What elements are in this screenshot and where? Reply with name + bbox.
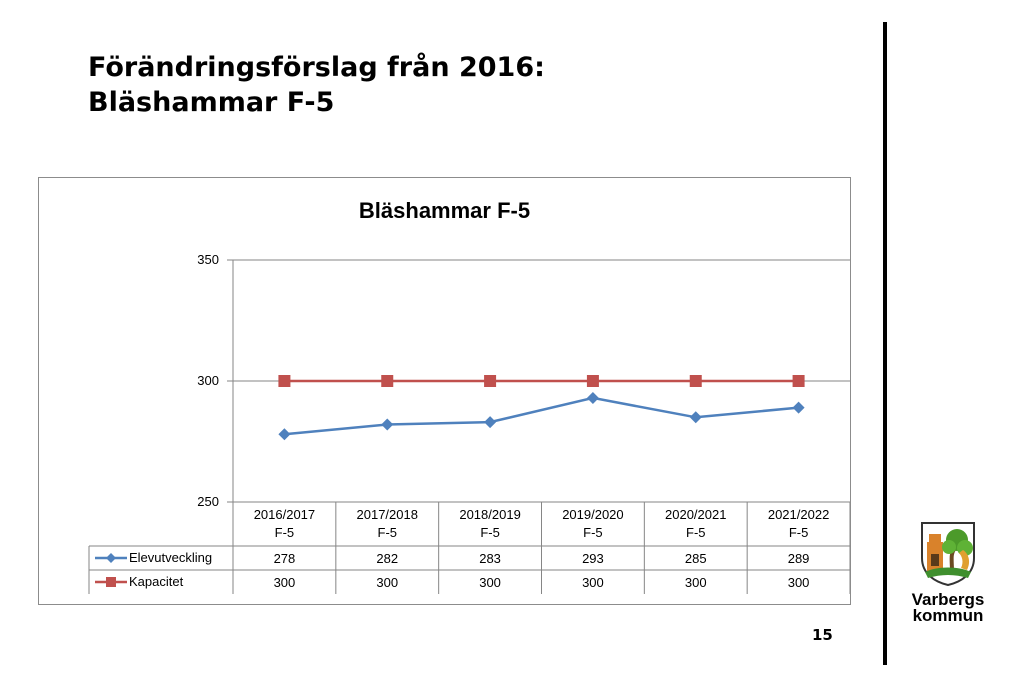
category-label: F-5 bbox=[480, 525, 500, 540]
category-label: F-5 bbox=[275, 525, 295, 540]
legend-marker bbox=[106, 553, 116, 563]
slide-title: Förändringsförslag från 2016: Bläshammar… bbox=[88, 50, 545, 120]
data-value: 283 bbox=[479, 551, 501, 566]
category-label: 2018/2019 bbox=[459, 507, 520, 522]
legend-label: Elevutveckling bbox=[129, 550, 212, 565]
coat-of-arms-icon bbox=[921, 522, 975, 586]
data-value: 278 bbox=[274, 551, 296, 566]
data-point bbox=[278, 375, 291, 387]
category-label: 2021/2022 bbox=[768, 507, 829, 522]
data-point bbox=[689, 375, 702, 387]
legend-label: Kapacitet bbox=[129, 574, 184, 589]
slide-title-line2: Bläshammar F-5 bbox=[88, 87, 335, 118]
data-point bbox=[484, 416, 497, 429]
page-number: 15 bbox=[812, 626, 833, 644]
series-line-elevutveckling bbox=[284, 396, 799, 436]
data-point bbox=[689, 411, 702, 424]
data-point bbox=[484, 375, 497, 387]
data-value: 293 bbox=[582, 551, 604, 566]
data-point bbox=[586, 375, 599, 387]
logo-text-line1: Varbergs bbox=[911, 590, 985, 609]
data-point bbox=[792, 375, 805, 387]
data-point bbox=[381, 418, 394, 431]
category-label: 2017/2018 bbox=[357, 507, 418, 522]
logo-text-line2: kommun bbox=[912, 606, 984, 625]
data-point bbox=[792, 401, 805, 414]
vertical-divider bbox=[883, 22, 887, 665]
chart-frame: Bläshammar F-5 250 300 350 2016/2017 F-5 2017… bbox=[38, 177, 851, 605]
category-label: F-5 bbox=[789, 525, 809, 540]
logo-text: Varbergs kommun bbox=[910, 590, 986, 625]
data-value: 300 bbox=[788, 575, 810, 590]
data-value: 300 bbox=[274, 575, 296, 590]
category-label: F-5 bbox=[378, 525, 398, 540]
data-point bbox=[586, 391, 599, 404]
slide-title-line1: Förändringsförslag från 2016: bbox=[88, 52, 545, 83]
category-label: 2019/2020 bbox=[562, 507, 623, 522]
category-label: F-5 bbox=[583, 525, 603, 540]
data-value: 300 bbox=[376, 575, 398, 590]
data-point bbox=[381, 375, 394, 387]
data-value: 300 bbox=[685, 575, 707, 590]
varbergs-kommun-logo: Varbergs kommun bbox=[910, 520, 986, 624]
data-value: 300 bbox=[479, 575, 501, 590]
category-label: 2020/2021 bbox=[665, 507, 726, 522]
data-value: 289 bbox=[788, 551, 810, 566]
y-tick-label: 250 bbox=[197, 494, 219, 509]
y-tick-label: 350 bbox=[197, 252, 219, 267]
y-tick-label: 300 bbox=[197, 373, 219, 388]
data-value: 300 bbox=[582, 575, 604, 590]
data-value: 282 bbox=[376, 551, 398, 566]
line-chart: 250 300 350 2016/2017 F-5 2017/2018 F-5 2018/20… bbox=[88, 252, 850, 594]
category-label: F-5 bbox=[686, 525, 706, 540]
category-label: 2016/2017 bbox=[254, 507, 315, 522]
chart-title: Bläshammar F-5 bbox=[358, 198, 531, 223]
legend-marker bbox=[106, 577, 116, 587]
data-point bbox=[278, 428, 291, 441]
data-value: 285 bbox=[685, 551, 707, 566]
